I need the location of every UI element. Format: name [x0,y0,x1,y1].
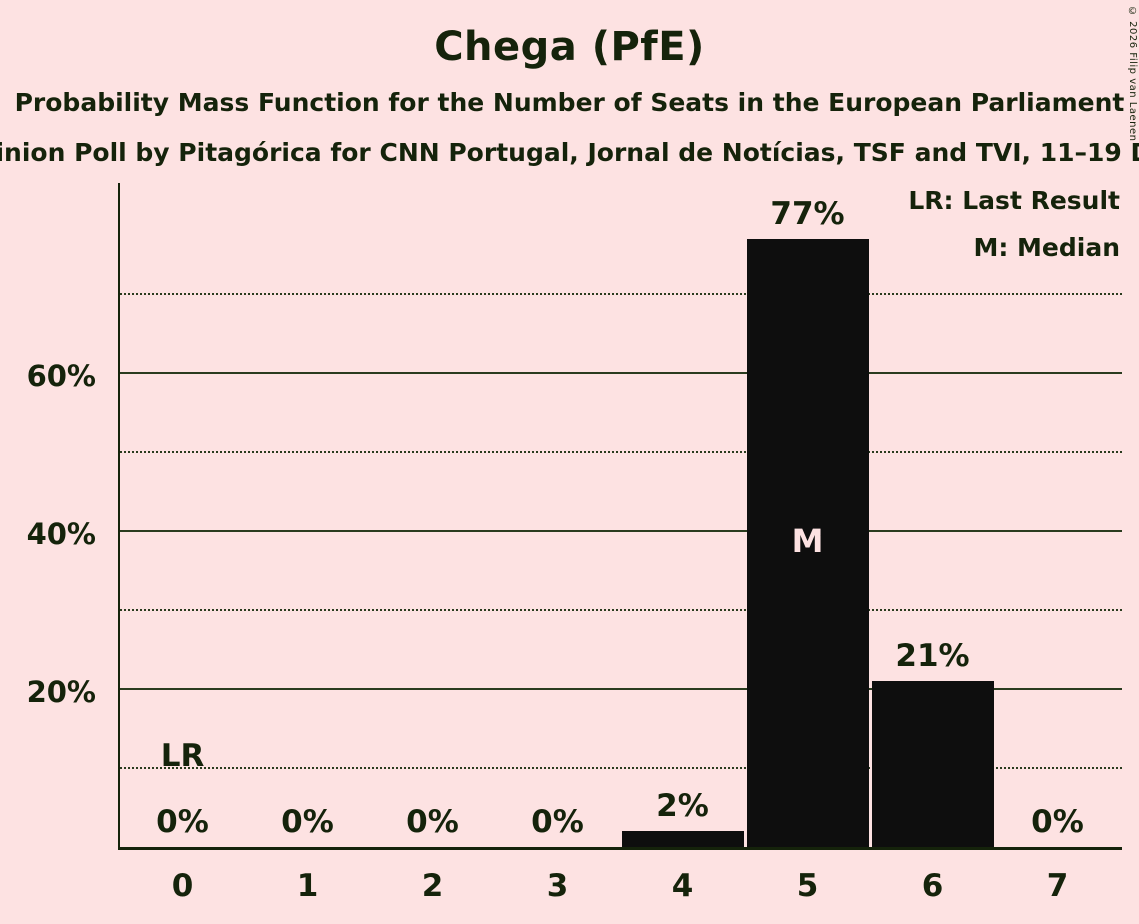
copyright-text: © 2026 Filip van Laenen [1127,6,1138,142]
x-tick-label: 4 [671,868,694,904]
bar-value-label: 0% [1031,804,1084,840]
legend-last-result-label: LR: Last Result [908,186,1120,215]
gridline-dotted-70 [120,293,1122,295]
plot-area: 0% 0% 0% 0% 2% 77% 21% 0% LR M [118,183,1122,850]
x-tick-label: 0 [171,868,194,904]
y-tick-label: 40% [26,517,96,551]
x-tick-label: 6 [921,868,944,904]
gridline-solid-40 [120,530,1122,532]
gridline-dotted-50 [120,451,1122,453]
x-tick-label: 2 [421,868,444,904]
y-axis-labels: 20% 40% 60% [0,183,106,850]
y-tick-label: 60% [26,359,96,393]
chart-title: Chega (PfE) [434,24,705,70]
bar-value-label: 21% [895,638,970,675]
x-axis-labels: 0 1 2 3 4 5 6 7 [120,866,1124,912]
bar-seat-6 [871,681,994,847]
last-result-annotation: LR [160,738,205,774]
bar-value-label: 0% [156,804,209,840]
bar-seat-4 [621,831,744,847]
gridline-solid-20 [120,688,1122,690]
bar-value-label: 0% [281,804,334,840]
gridline-dotted-10 [120,767,1122,769]
x-tick-label: 1 [296,868,319,904]
chart-subtitle: Probability Mass Function for the Number… [14,88,1125,117]
x-tick-label: 7 [1046,868,1069,904]
gridline-dotted-30 [120,609,1122,611]
gridline-solid-60 [120,372,1122,374]
legend: LR: Last Result M: Median [908,185,1120,279]
median-annotation: M [791,521,824,560]
bar-value-label: 0% [531,804,584,840]
bar-value-label: 77% [770,195,845,232]
x-tick-label: 5 [796,868,819,904]
y-tick-label: 20% [26,675,96,709]
bar-seat-5 [746,238,869,847]
x-tick-label: 3 [546,868,569,904]
bar-value-label: 2% [656,788,709,825]
legend-median-label: M: Median [973,233,1120,262]
bar-value-label: 0% [406,804,459,840]
poll-source-line: an Opinion Poll by Pitagórica for CNN Po… [0,138,1139,167]
